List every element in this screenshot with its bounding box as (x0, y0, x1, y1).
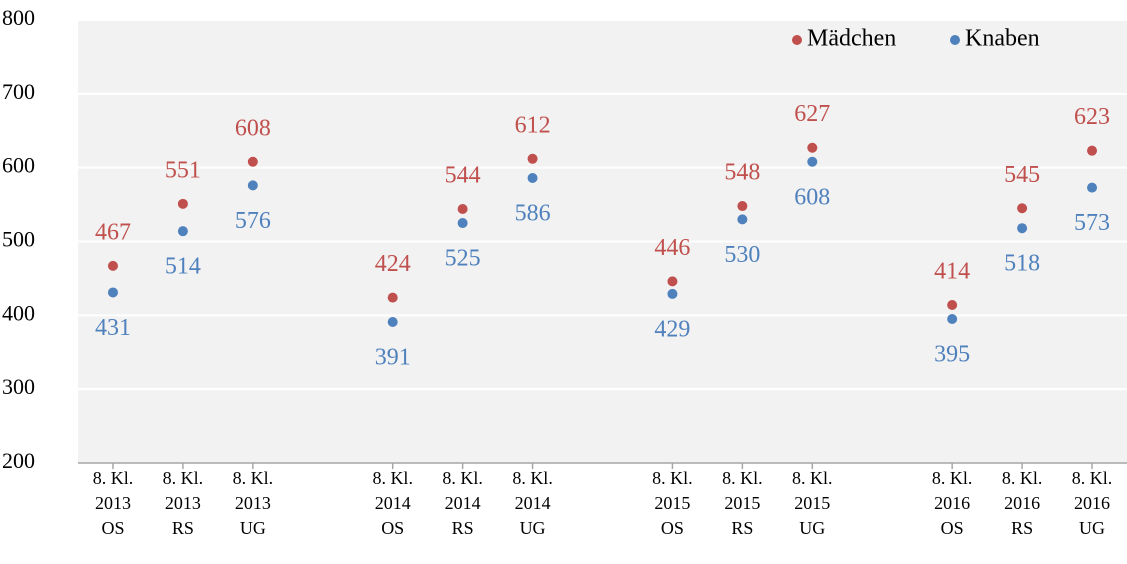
x-tick-label: 8. Kl. 2013 RS (163, 468, 204, 538)
x-tick-label: 8. Kl. 2014 UG (512, 468, 553, 538)
data-label: 551 (165, 157, 201, 183)
x-tick-label: 8. Kl. 2015 OS (652, 468, 693, 538)
data-label: 586 (515, 201, 551, 227)
x-tick-label: 8. Kl. 2016 RS (1002, 468, 1043, 538)
data-label: 518 (1004, 251, 1040, 277)
dot (667, 276, 678, 287)
data-label: 612 (515, 112, 551, 138)
data-label: 627 (794, 101, 830, 127)
y-tick-label: 500 (2, 227, 35, 252)
dot (947, 314, 958, 325)
dot (247, 180, 258, 191)
data-label: 431 (95, 315, 131, 341)
dot (107, 287, 118, 298)
legend-marker (792, 35, 802, 45)
dot (107, 260, 118, 271)
dot (387, 316, 398, 327)
dot (527, 173, 538, 184)
legend-label: Mädchen (807, 26, 896, 52)
dot (667, 288, 678, 299)
dot (457, 204, 468, 215)
y-tick-label: 700 (2, 79, 35, 104)
dot (1017, 203, 1028, 214)
y-tick-label: 600 (2, 153, 35, 178)
data-label: 467 (95, 219, 131, 245)
y-tick-label: 800 (2, 5, 35, 30)
data-label: 514 (165, 254, 201, 280)
data-label: 414 (934, 258, 970, 284)
dot (737, 201, 748, 212)
dot (457, 218, 468, 229)
x-tick-label: 8. Kl. 2013 OS (93, 468, 134, 538)
data-label: 429 (654, 316, 690, 342)
data-label: 545 (1004, 162, 1040, 188)
dot (177, 198, 188, 209)
y-tick-label: 300 (2, 374, 35, 399)
data-label: 573 (1074, 210, 1110, 236)
dot (737, 214, 748, 225)
x-tick-label: 8. Kl. 2015 RS (722, 468, 763, 538)
data-label: 391 (375, 344, 411, 370)
x-tick-label: 8. Kl. 2016 UG (1072, 468, 1113, 538)
data-label: 446 (654, 235, 690, 261)
dot (807, 156, 818, 167)
data-label: 395 (934, 342, 970, 368)
y-tick-label: 400 (2, 300, 35, 325)
data-label: 530 (724, 242, 760, 268)
x-tick-label: 8. Kl. 2015 UG (792, 468, 833, 538)
data-label: 525 (445, 246, 481, 272)
dot (527, 153, 538, 164)
x-tick-label: 8. Kl. 2014 RS (442, 468, 483, 538)
dot (947, 299, 958, 310)
data-label: 608 (235, 115, 271, 141)
dot (177, 226, 188, 237)
dot (1017, 223, 1028, 234)
data-label: 544 (445, 163, 481, 189)
data-label: 608 (794, 184, 830, 210)
dot (1087, 182, 1098, 193)
x-tick-label: 8. Kl. 2014 OS (372, 468, 413, 538)
y-tick-label: 200 (2, 448, 35, 473)
dot (807, 142, 818, 153)
x-tick-label: 8. Kl. 2016 OS (932, 468, 973, 538)
dot (1087, 145, 1098, 156)
data-label: 424 (375, 251, 411, 277)
data-label: 623 (1074, 104, 1110, 130)
dot (247, 156, 258, 167)
data-label: 548 (724, 160, 760, 186)
dot (387, 292, 398, 303)
legend-label: Knaben (965, 26, 1040, 52)
data-label: 576 (235, 208, 271, 234)
x-tick-label: 8. Kl. 2013 UG (233, 468, 274, 538)
legend-marker (950, 35, 960, 45)
